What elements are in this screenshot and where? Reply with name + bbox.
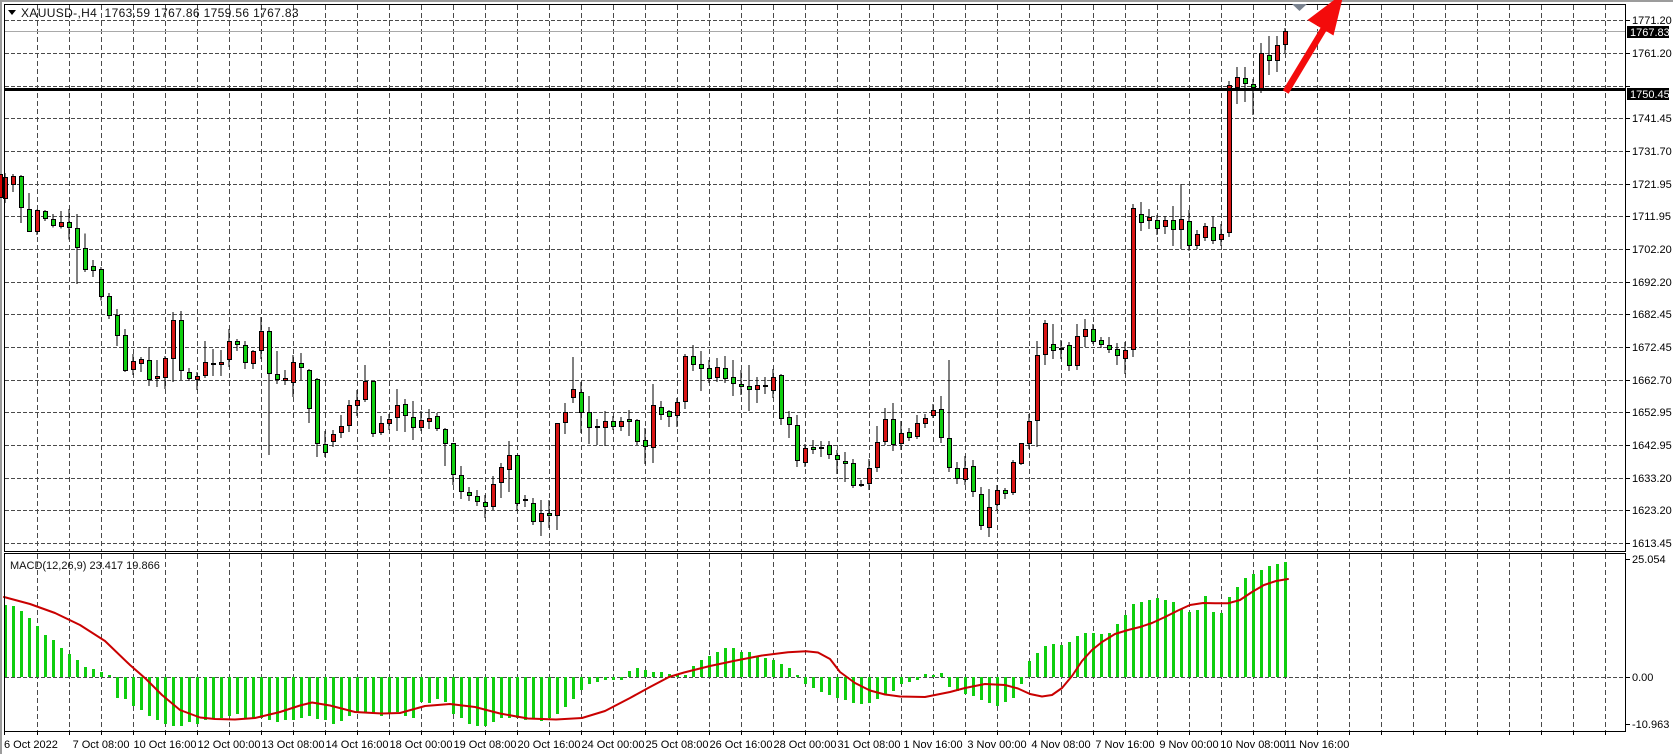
svg-text:11 Nov 16:00: 11 Nov 16:00 — [1285, 739, 1350, 751]
svg-text:1633.20: 1633.20 — [1632, 473, 1672, 485]
svg-text:1 Nov 16:00: 1 Nov 16:00 — [903, 739, 962, 751]
svg-text:12 Oct 00:00: 12 Oct 00:00 — [198, 739, 261, 751]
svg-text:10 Oct 16:00: 10 Oct 16:00 — [134, 739, 197, 751]
svg-text:1702.20: 1702.20 — [1632, 244, 1672, 256]
svg-text:24 Oct 00:00: 24 Oct 00:00 — [582, 739, 645, 751]
svg-text:28 Oct 00:00: 28 Oct 00:00 — [774, 739, 837, 751]
svg-text:14 Oct 16:00: 14 Oct 16:00 — [326, 739, 389, 751]
svg-text:-10.963: -10.963 — [1632, 719, 1669, 731]
svg-text:1613.45: 1613.45 — [1632, 538, 1672, 550]
svg-text:1682.45: 1682.45 — [1632, 309, 1672, 321]
svg-text:1662.70: 1662.70 — [1632, 375, 1672, 387]
svg-text:18 Oct 00:00: 18 Oct 00:00 — [390, 739, 453, 751]
svg-text:13 Oct 08:00: 13 Oct 08:00 — [262, 739, 325, 751]
svg-text:19 Oct 08:00: 19 Oct 08:00 — [454, 739, 517, 751]
svg-text:1642.95: 1642.95 — [1632, 440, 1672, 452]
svg-text:1771.20: 1771.20 — [1632, 15, 1672, 27]
svg-text:4 Nov 08:00: 4 Nov 08:00 — [1031, 739, 1090, 751]
svg-text:10 Nov 08:00: 10 Nov 08:00 — [1220, 739, 1285, 751]
svg-text:0.00: 0.00 — [1632, 672, 1653, 684]
svg-text:26 Oct 16:00: 26 Oct 16:00 — [710, 739, 773, 751]
svg-text:7 Oct 08:00: 7 Oct 08:00 — [73, 739, 130, 751]
svg-text:25 Oct 08:00: 25 Oct 08:00 — [646, 739, 709, 751]
svg-text:MACD(12,26,9) 23.417 19.866: MACD(12,26,9) 23.417 19.866 — [10, 560, 160, 572]
svg-text:3 Nov 00:00: 3 Nov 00:00 — [967, 739, 1026, 751]
svg-text:1652.95: 1652.95 — [1632, 407, 1672, 419]
svg-text:1731.70: 1731.70 — [1632, 146, 1672, 158]
svg-text:6 Oct 2022: 6 Oct 2022 — [4, 739, 58, 751]
svg-text:1692.20: 1692.20 — [1632, 277, 1672, 289]
svg-text:1672.45: 1672.45 — [1632, 342, 1672, 354]
svg-text:1761.20: 1761.20 — [1632, 48, 1672, 60]
svg-text:25.054: 25.054 — [1632, 554, 1666, 566]
svg-text:1741.45: 1741.45 — [1632, 113, 1672, 125]
svg-text:1623.20: 1623.20 — [1632, 505, 1672, 517]
svg-text:1750.45: 1750.45 — [1630, 89, 1670, 101]
svg-text:9 Nov 00:00: 9 Nov 00:00 — [1159, 739, 1218, 751]
svg-text:1721.95: 1721.95 — [1632, 179, 1672, 191]
svg-text:31 Oct 08:00: 31 Oct 08:00 — [838, 739, 901, 751]
svg-text:20 Oct 16:00: 20 Oct 16:00 — [518, 739, 581, 751]
svg-text:1767.83: 1767.83 — [1630, 27, 1670, 39]
svg-text:7 Nov 16:00: 7 Nov 16:00 — [1095, 739, 1154, 751]
svg-text:XAUUSD-,H4 1763.59 1767.86 17: XAUUSD-,H4 1763.59 1767.86 1759.56 1767.… — [21, 6, 299, 20]
svg-text:1711.95: 1711.95 — [1632, 211, 1671, 223]
